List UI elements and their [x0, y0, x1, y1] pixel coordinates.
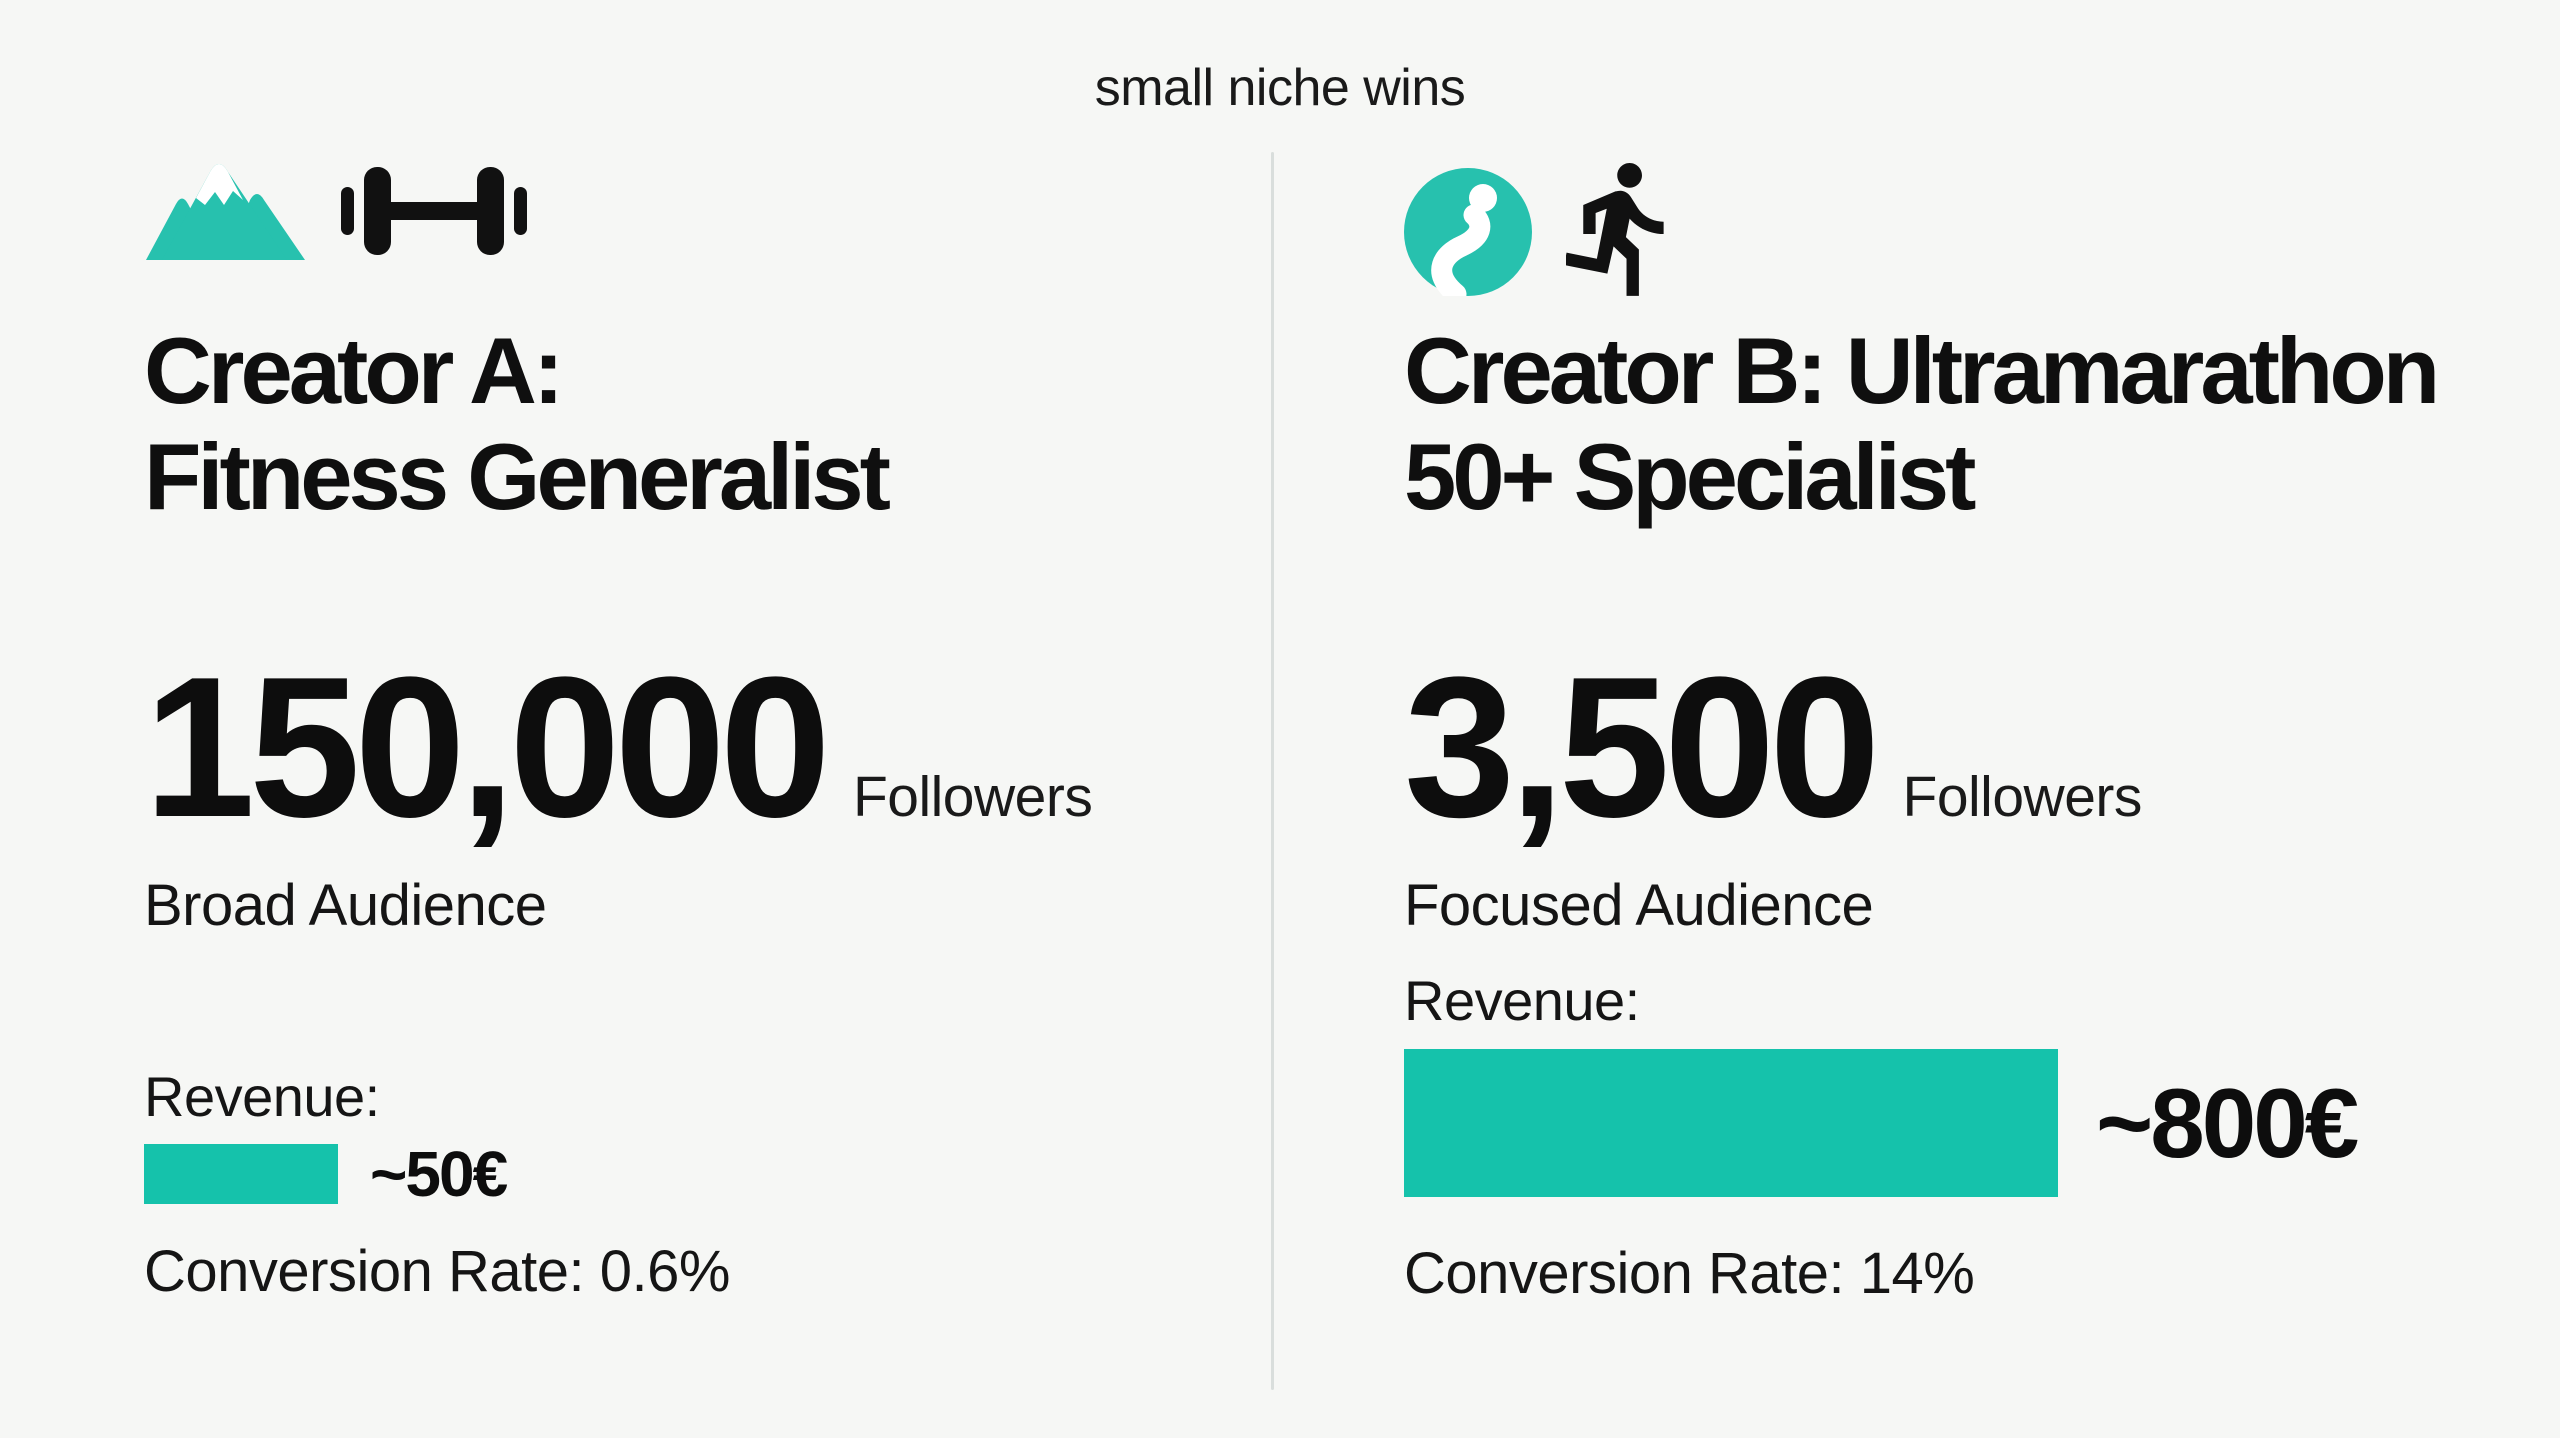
mountain-icon	[146, 164, 305, 260]
creator-b-revenue-row: ~800€	[1404, 1049, 2359, 1197]
creator-a-revenue-value: ~50€	[370, 1138, 508, 1210]
creator-a-audience: Broad Audience	[144, 873, 547, 938]
dumbbell-icon	[341, 167, 527, 255]
creator-b-followers-value: 3,500	[1404, 636, 1880, 859]
creator-b-revenue-value: ~800€	[2096, 1067, 2359, 1178]
creator-b-panel: Creator B: Ultramarathon 50+ Specialist …	[1404, 0, 2534, 1438]
creator-b-followers: 3,500 Followers	[1404, 648, 2142, 848]
creator-a-heading: Creator A: Fitness Generalist	[144, 318, 891, 530]
creator-a-followers-value: 150,000	[144, 636, 831, 859]
creator-b-followers-label: Followers	[1902, 765, 2143, 829]
creator-a-followers-label: Followers	[852, 765, 1093, 829]
creator-b-audience: Focused Audience	[1404, 873, 1874, 938]
column-divider	[1271, 152, 1274, 1390]
creator-a-conversion: Conversion Rate: 0.6%	[144, 1239, 730, 1304]
creator-b-revenue-bar	[1404, 1049, 2058, 1197]
creator-b-heading-line2: 50+ Specialist	[1404, 424, 1976, 530]
creator-a-icons	[144, 160, 527, 260]
trail-route-icon	[1404, 168, 1532, 296]
creator-a-heading-line1: Creator A:	[144, 318, 564, 423]
creator-a-revenue-row: ~50€	[144, 1137, 508, 1211]
creator-b-conversion: Conversion Rate: 14%	[1404, 1241, 1975, 1306]
creator-b-revenue-label: Revenue:	[1404, 969, 1640, 1032]
creator-a-followers: 150,000 Followers	[144, 636, 1093, 859]
page-title: small niche wins	[1094, 59, 1466, 117]
creator-a-revenue-label: Revenue:	[144, 1065, 380, 1128]
creator-b-heading: Creator B: Ultramarathon 50+ Specialist	[1404, 318, 2440, 530]
creator-a-revenue-bar	[144, 1144, 338, 1204]
runner-icon	[1566, 162, 1664, 296]
creator-a-panel: Creator A: Fitness Generalist 150,000 Fo…	[144, 0, 1214, 1438]
creator-b-heading-line1: Creator B: Ultramarathon	[1404, 318, 2440, 423]
creator-a-heading-line2: Fitness Generalist	[144, 424, 891, 530]
creator-b-icons	[1404, 160, 1681, 296]
